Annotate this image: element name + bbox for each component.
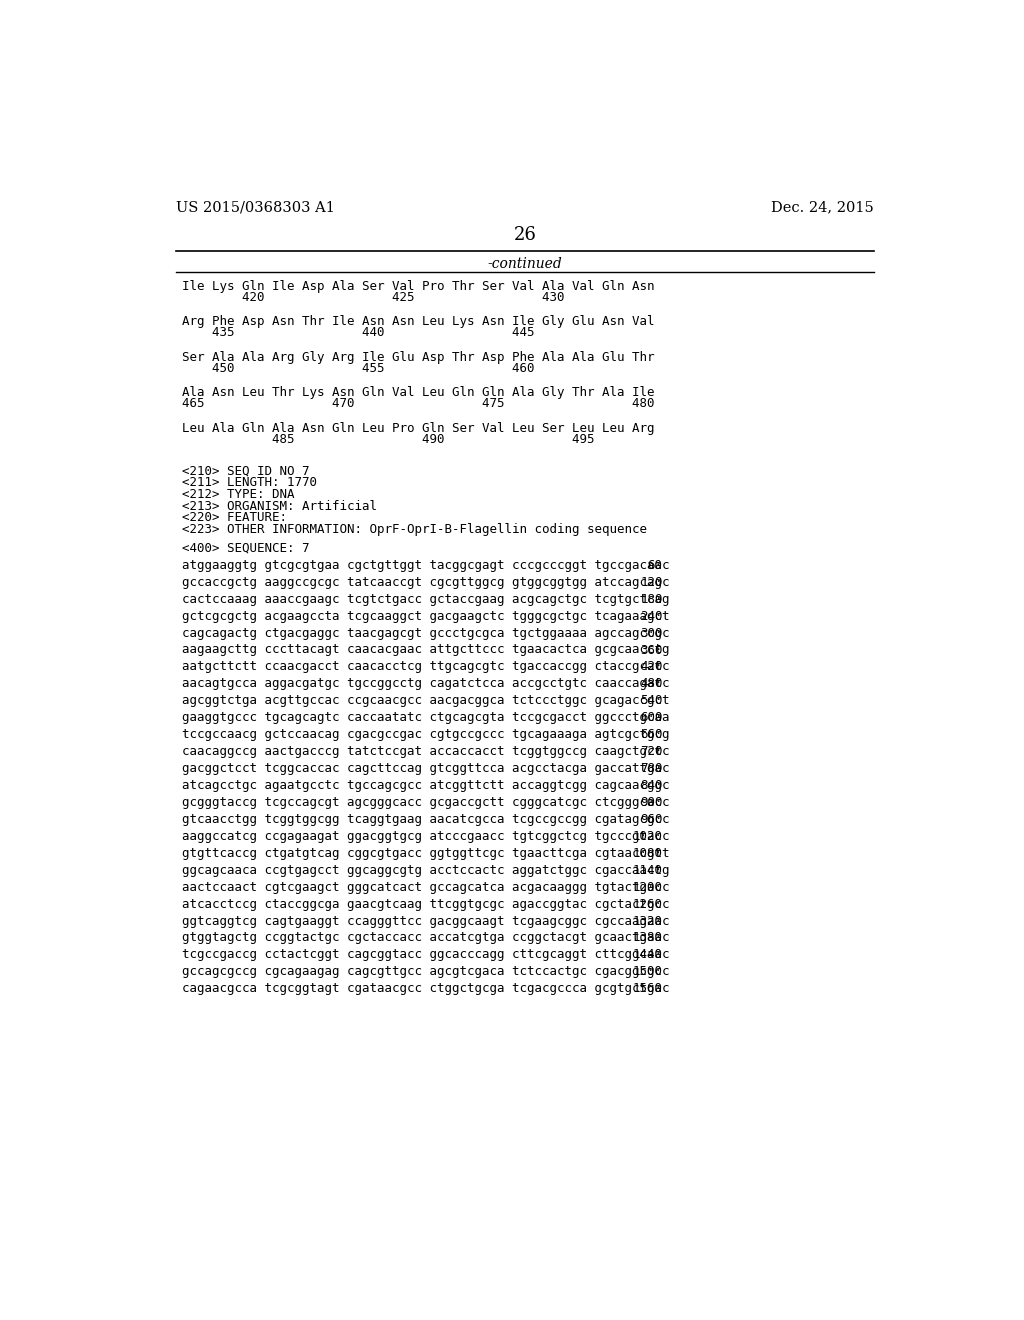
Text: 480: 480 bbox=[640, 677, 663, 690]
Text: 180: 180 bbox=[640, 593, 663, 606]
Text: gaaggtgccc tgcagcagtc caccaatatc ctgcagcgta tccgcgacct ggccctgcaa: gaaggtgccc tgcagcagtc caccaatatc ctgcagc… bbox=[182, 711, 670, 725]
Text: 900: 900 bbox=[640, 796, 663, 809]
Text: 26: 26 bbox=[513, 226, 537, 244]
Text: 960: 960 bbox=[640, 813, 663, 826]
Text: cagaacgcca tcgcggtagt cgataacgcc ctggctgcga tcgacgccca gcgtgctgac: cagaacgcca tcgcggtagt cgataacgcc ctggctg… bbox=[182, 982, 670, 995]
Text: 60: 60 bbox=[648, 558, 663, 572]
Text: 1260: 1260 bbox=[633, 898, 663, 911]
Text: 300: 300 bbox=[640, 627, 663, 640]
Text: gcgggtaccg tcgccagcgt agcgggcacc gcgaccgctt cgggcatcgc ctcgggcacc: gcgggtaccg tcgccagcgt agcgggcacc gcgaccg… bbox=[182, 796, 670, 809]
Text: gctcgcgctg acgaagccta tcgcaaggct gacgaagctc tgggcgctgc tcagaaagct: gctcgcgctg acgaagccta tcgcaaggct gacgaag… bbox=[182, 610, 670, 623]
Text: 420: 420 bbox=[640, 660, 663, 673]
Text: Leu Ala Gln Ala Asn Gln Leu Pro Gln Ser Val Leu Ser Leu Leu Arg: Leu Ala Gln Ala Asn Gln Leu Pro Gln Ser … bbox=[182, 422, 654, 434]
Text: atggaaggtg gtcgcgtgaa cgctgttggt tacggcgagt cccgcccggt tgccgacaac: atggaaggtg gtcgcgtgaa cgctgttggt tacggcg… bbox=[182, 558, 670, 572]
Text: aaggccatcg ccgagaagat ggacggtgcg atcccgaacc tgtcggctcg tgcccgtacc: aaggccatcg ccgagaagat ggacggtgcg atcccga… bbox=[182, 830, 670, 843]
Text: 780: 780 bbox=[640, 762, 663, 775]
Text: gtgttcaccg ctgatgtcag cggcgtgacc ggtggttcgc tgaacttcga cgtaaccgtt: gtgttcaccg ctgatgtcag cggcgtgacc ggtggtt… bbox=[182, 847, 670, 859]
Text: 600: 600 bbox=[640, 711, 663, 725]
Text: aactccaact cgtcgaagct gggcatcact gccagcatca acgacaaggg tgtactgacc: aactccaact cgtcgaagct gggcatcact gccagca… bbox=[182, 880, 670, 894]
Text: 1380: 1380 bbox=[633, 932, 663, 945]
Text: 1080: 1080 bbox=[633, 847, 663, 859]
Text: <400> SEQUENCE: 7: <400> SEQUENCE: 7 bbox=[182, 543, 309, 554]
Text: Ile Lys Gln Ile Asp Ala Ser Val Pro Thr Ser Val Ala Val Gln Asn: Ile Lys Gln Ile Asp Ala Ser Val Pro Thr … bbox=[182, 280, 654, 293]
Text: 360: 360 bbox=[640, 644, 663, 656]
Text: cagcagactg ctgacgaggc taacgagcgt gccctgcgca tgctggaaaa agccagccgc: cagcagactg ctgacgaggc taacgagcgt gccctgc… bbox=[182, 627, 670, 640]
Text: <211> LENGTH: 1770: <211> LENGTH: 1770 bbox=[182, 477, 317, 490]
Text: Dec. 24, 2015: Dec. 24, 2015 bbox=[771, 201, 873, 215]
Text: aatgcttctt ccaacgacct caacacctcg ttgcagcgtc tgaccaccgg ctaccgcatc: aatgcttctt ccaacgacct caacacctcg ttgcagc… bbox=[182, 660, 670, 673]
Text: <210> SEQ ID NO 7: <210> SEQ ID NO 7 bbox=[182, 465, 309, 478]
Text: <220> FEATURE:: <220> FEATURE: bbox=[182, 511, 288, 524]
Text: aagaagcttg cccttacagt caacacgaac attgcttccc tgaacactca gcgcaacctg: aagaagcttg cccttacagt caacacgaac attgctt… bbox=[182, 644, 670, 656]
Text: <212> TYPE: DNA: <212> TYPE: DNA bbox=[182, 488, 295, 502]
Text: <213> ORGANISM: Artificial: <213> ORGANISM: Artificial bbox=[182, 499, 377, 512]
Text: caacaggccg aactgacccg tatctccgat accaccacct tcggtggccg caagctgctc: caacaggccg aactgacccg tatctccgat accacca… bbox=[182, 744, 670, 758]
Text: tcgccgaccg cctactcggt cagcggtacc ggcacccagg cttcgcaggt cttcggcaac: tcgccgaccg cctactcggt cagcggtacc ggcaccc… bbox=[182, 948, 670, 961]
Text: 240: 240 bbox=[640, 610, 663, 623]
Text: <223> OTHER INFORMATION: OprF-OprI-B-Flagellin coding sequence: <223> OTHER INFORMATION: OprF-OprI-B-Fla… bbox=[182, 523, 647, 536]
Text: atcacctccg ctaccggcga gaacgtcaag ttcggtgcgc agaccggtac cgctactgcc: atcacctccg ctaccggcga gaacgtcaag ttcggtg… bbox=[182, 898, 670, 911]
Text: gtggtagctg ccggtactgc cgctaccacc accatcgtga ccggctacgt gcaactgaac: gtggtagctg ccggtactgc cgctaccacc accatcg… bbox=[182, 932, 670, 945]
Text: 1440: 1440 bbox=[633, 948, 663, 961]
Text: gtcaacctgg tcggtggcgg tcaggtgaag aacatcgcca tcgccgccgg cgatagcgcc: gtcaacctgg tcggtggcgg tcaggtgaag aacatcg… bbox=[182, 813, 670, 826]
Text: cactccaaag aaaccgaagc tcgtctgacc gctaccgaag acgcagctgc tcgtgctcag: cactccaaag aaaccgaagc tcgtctgacc gctaccg… bbox=[182, 593, 670, 606]
Text: tccgccaacg gctccaacag cgacgccgac cgtgccgccc tgcagaaaga agtcgctgcg: tccgccaacg gctccaacag cgacgccgac cgtgccg… bbox=[182, 729, 670, 742]
Text: 660: 660 bbox=[640, 729, 663, 742]
Text: 120: 120 bbox=[640, 576, 663, 589]
Text: Arg Phe Asp Asn Thr Ile Asn Asn Leu Lys Asn Ile Gly Glu Asn Val: Arg Phe Asp Asn Thr Ile Asn Asn Leu Lys … bbox=[182, 315, 654, 329]
Text: ggcagcaaca ccgtgagcct ggcaggcgtg acctccactc aggatctggc cgaccaactg: ggcagcaaca ccgtgagcct ggcaggcgtg acctcca… bbox=[182, 863, 670, 876]
Text: Ala Asn Leu Thr Lys Asn Gln Val Leu Gln Gln Ala Gly Thr Ala Ile: Ala Asn Leu Thr Lys Asn Gln Val Leu Gln … bbox=[182, 387, 654, 400]
Text: 1500: 1500 bbox=[633, 965, 663, 978]
Text: ggtcaggtcg cagtgaaggt ccagggttcc gacggcaagt tcgaagcggc cgccaagaac: ggtcaggtcg cagtgaaggt ccagggttcc gacggca… bbox=[182, 915, 670, 928]
Text: US 2015/0368303 A1: US 2015/0368303 A1 bbox=[176, 201, 335, 215]
Text: 1200: 1200 bbox=[633, 880, 663, 894]
Text: 1140: 1140 bbox=[633, 863, 663, 876]
Text: aacagtgcca aggacgatgc tgccggcctg cagatctcca accgcctgtc caaccagatc: aacagtgcca aggacgatgc tgccggcctg cagatct… bbox=[182, 677, 670, 690]
Text: 435                 440                 445: 435 440 445 bbox=[182, 326, 535, 339]
Text: 465                 470                 475                 480: 465 470 475 480 bbox=[182, 397, 654, 411]
Text: 450                 455                 460: 450 455 460 bbox=[182, 362, 535, 375]
Text: 420                 425                 430: 420 425 430 bbox=[182, 290, 565, 304]
Text: 720: 720 bbox=[640, 744, 663, 758]
Text: 1020: 1020 bbox=[633, 830, 663, 843]
Text: 1560: 1560 bbox=[633, 982, 663, 995]
Text: -continued: -continued bbox=[487, 257, 562, 271]
Text: agcggtctga acgttgccac ccgcaacgcc aacgacggca tctccctggc gcagaccgct: agcggtctga acgttgccac ccgcaacgcc aacgacg… bbox=[182, 694, 670, 708]
Text: gccagcgccg cgcagaagag cagcgttgcc agcgtcgaca tctccactgc cgacggcgcc: gccagcgccg cgcagaagag cagcgttgcc agcgtcg… bbox=[182, 965, 670, 978]
Text: 1320: 1320 bbox=[633, 915, 663, 928]
Text: Ser Ala Ala Arg Gly Arg Ile Glu Asp Thr Asp Phe Ala Ala Glu Thr: Ser Ala Ala Arg Gly Arg Ile Glu Asp Thr … bbox=[182, 351, 654, 364]
Text: atcagcctgc agaatgcctc tgccagcgcc atcggttctt accaggtcgg cagcaacggc: atcagcctgc agaatgcctc tgccagcgcc atcggtt… bbox=[182, 779, 670, 792]
Text: 840: 840 bbox=[640, 779, 663, 792]
Text: 485                 490                 495: 485 490 495 bbox=[182, 433, 595, 446]
Text: gacggctcct tcggcaccac cagcttccag gtcggttcca acgcctacga gaccattgac: gacggctcct tcggcaccac cagcttccag gtcggtt… bbox=[182, 762, 670, 775]
Text: 540: 540 bbox=[640, 694, 663, 708]
Text: gccaccgctg aaggccgcgc tatcaaccgt cgcgttggcg gtggcggtgg atccagcagc: gccaccgctg aaggccgcgc tatcaaccgt cgcgttg… bbox=[182, 576, 670, 589]
